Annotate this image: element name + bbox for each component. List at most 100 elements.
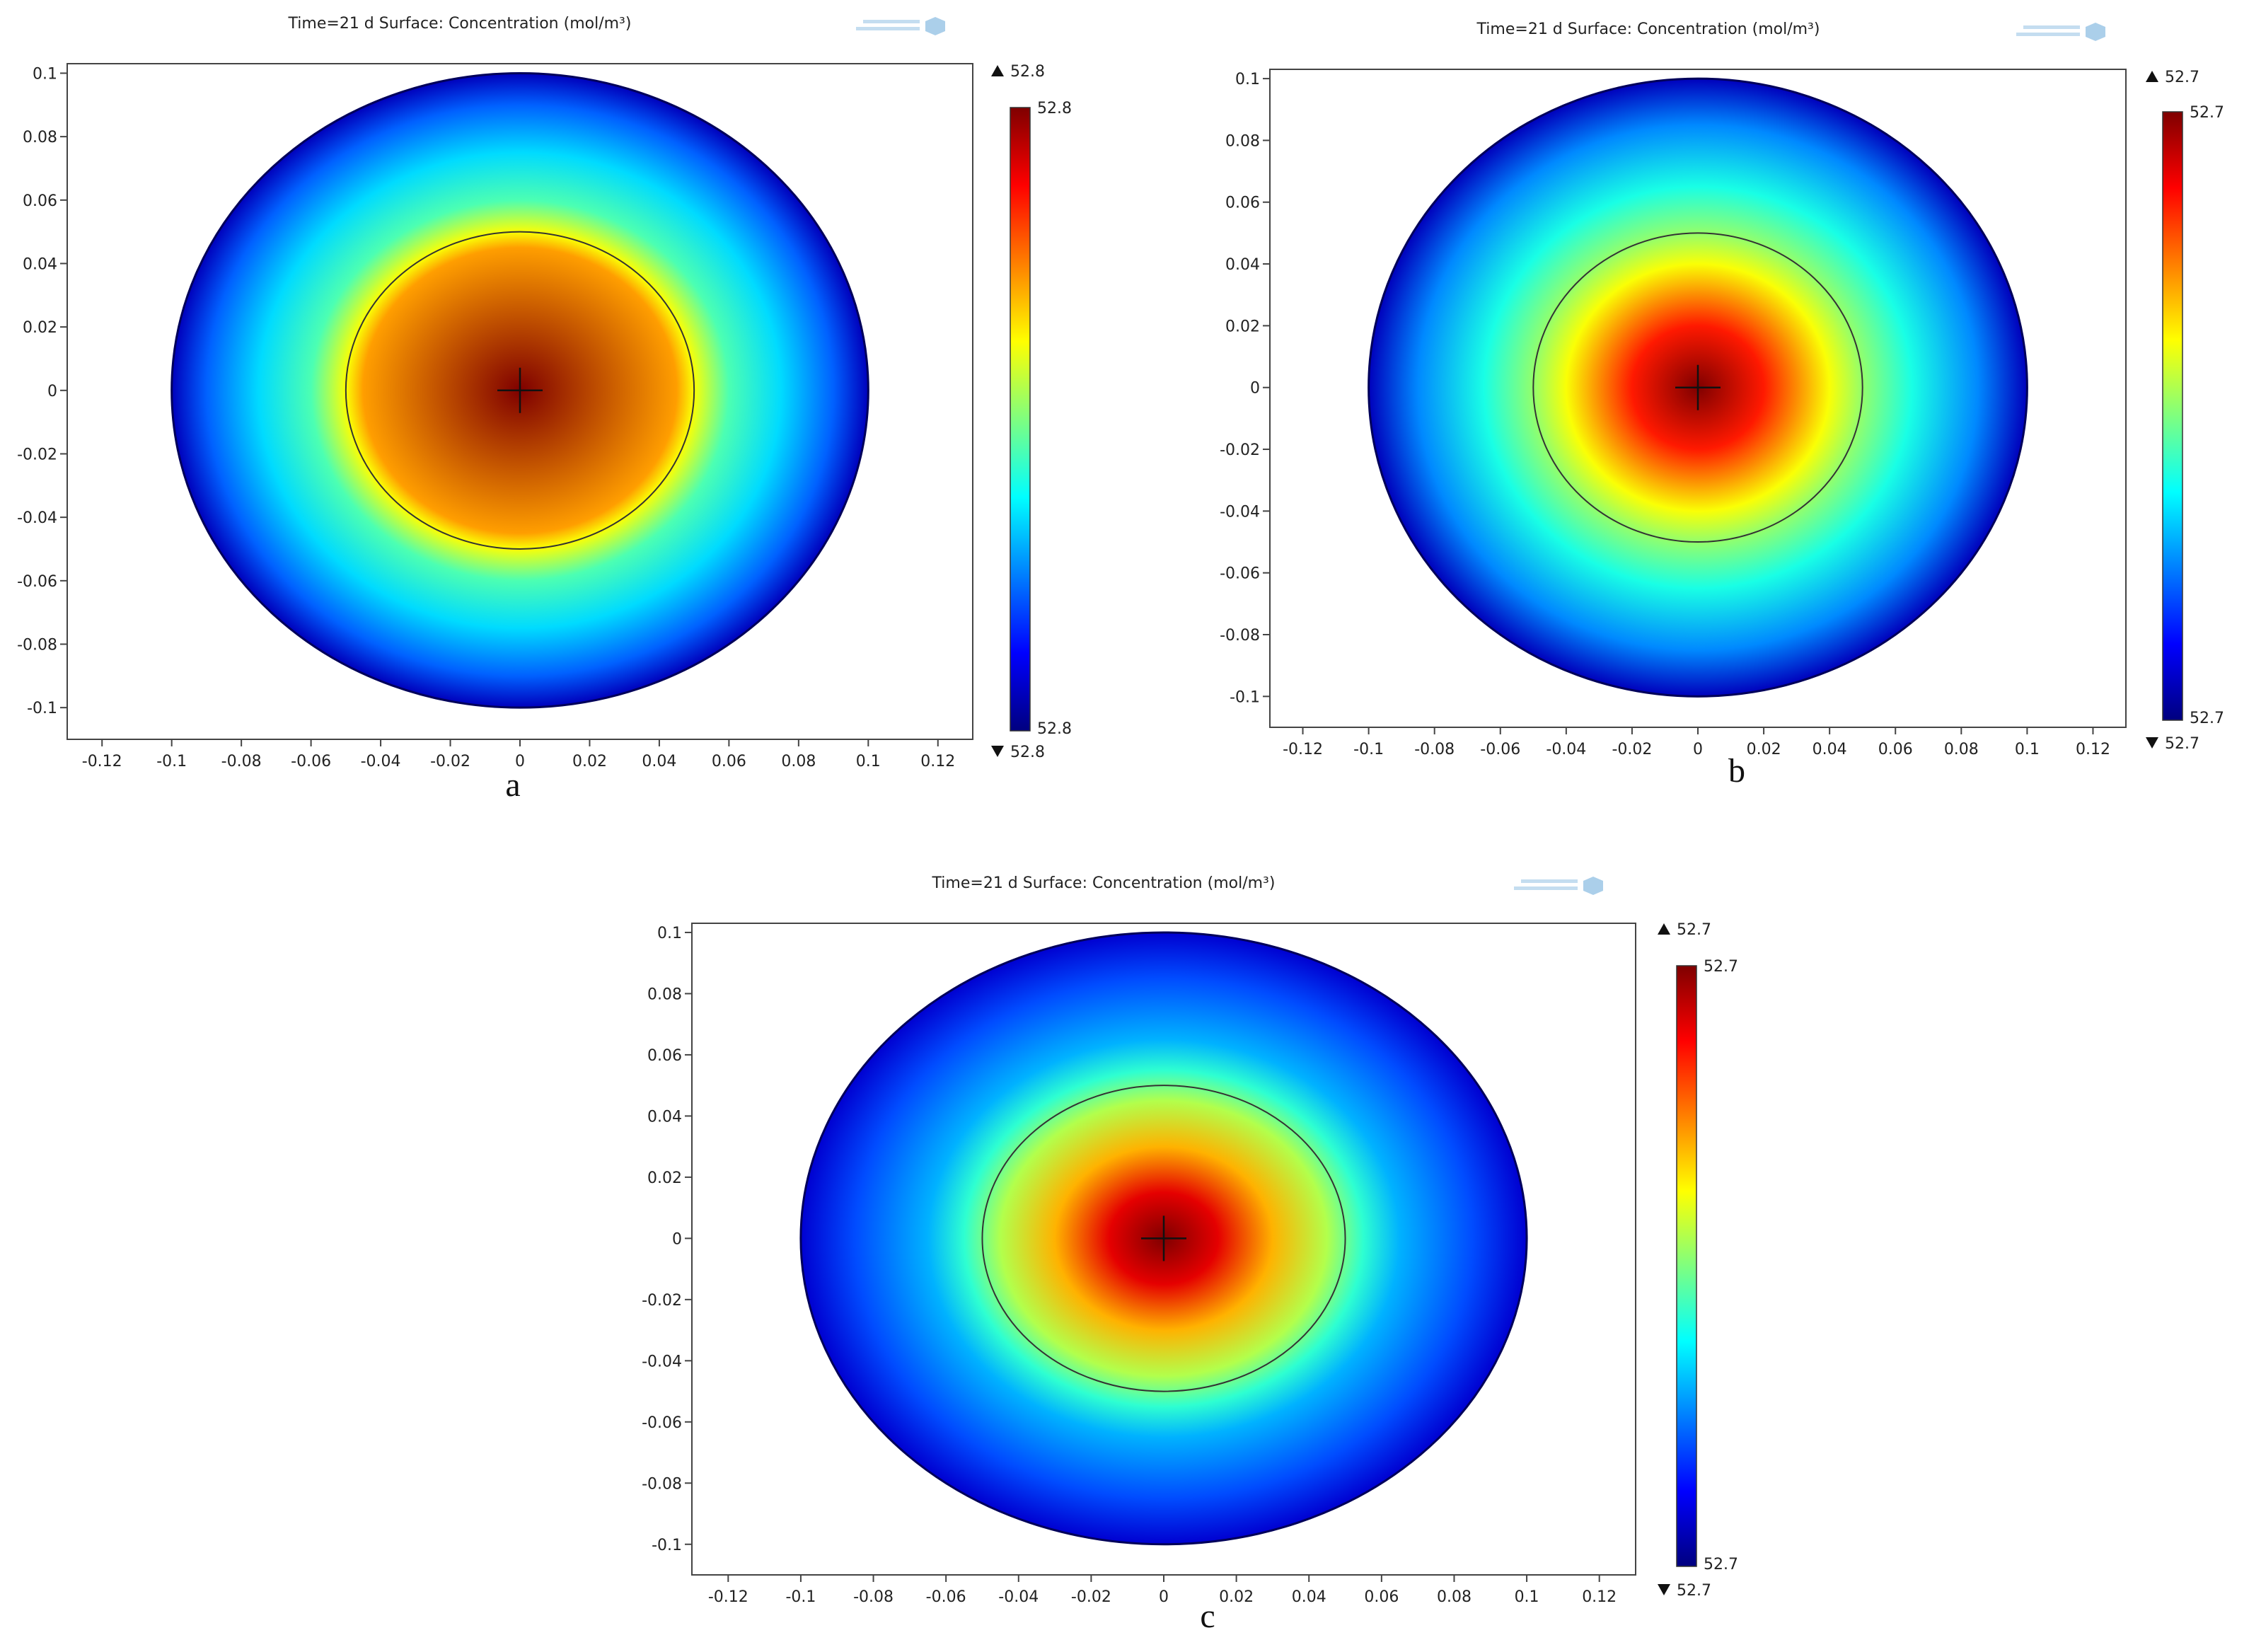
y-tick-label: -0.1 xyxy=(652,1537,682,1554)
comsol-logo-watermark xyxy=(1514,877,1603,895)
inner-domain-boundary xyxy=(345,231,695,550)
x-tick-label: -0.06 xyxy=(291,753,331,770)
min-marker-label: 52.7 xyxy=(1677,1582,1711,1600)
min-marker-label: 52.7 xyxy=(2165,735,2199,753)
x-tick-label: -0.12 xyxy=(708,1588,748,1606)
max-marker-label: 52.7 xyxy=(2165,69,2199,86)
y-tick-label: 0.02 xyxy=(1225,318,1260,335)
y-tick-label: -0.06 xyxy=(1220,565,1260,583)
y-tick-label: -0.02 xyxy=(17,446,57,463)
watermark-line-1 xyxy=(1521,879,1578,883)
x-tick-label: -0.02 xyxy=(430,753,470,770)
x-tick-label: -0.08 xyxy=(853,1588,894,1606)
y-tick-label: -0.06 xyxy=(17,573,57,591)
y-tick-label: 0 xyxy=(47,383,57,400)
x-tick-label: 0.12 xyxy=(2076,741,2110,758)
colorbar xyxy=(1010,107,1031,732)
panel-a: Time=21 d Surface: Concentration (mol/m³… xyxy=(17,15,1072,804)
y-tick-label: 0.04 xyxy=(1225,256,1260,274)
colorbar xyxy=(2162,111,2183,721)
y-tick-label: -0.04 xyxy=(17,509,57,527)
panel-letter-c: c xyxy=(1200,1598,1215,1635)
x-tick-label: 0.04 xyxy=(1292,1588,1326,1606)
x-tick-label: 0.06 xyxy=(712,753,746,770)
y-tick-label: -0.1 xyxy=(1230,688,1260,706)
x-tick-label: 0.12 xyxy=(920,753,955,770)
x-tick-label: -0.06 xyxy=(926,1588,966,1606)
y-tick-label: 0.04 xyxy=(23,255,57,273)
x-tick-label: 0 xyxy=(1693,741,1703,758)
y-tick-label: -0.02 xyxy=(1220,441,1260,459)
y-tick-label: 0.1 xyxy=(657,925,682,942)
x-tick-label: -0.1 xyxy=(785,1588,816,1606)
comsol-logo-watermark xyxy=(2016,23,2105,41)
x-tick-label: -0.1 xyxy=(156,753,187,770)
x-tick-label: 0.06 xyxy=(1878,741,1913,758)
watermark-cube-icon xyxy=(1583,877,1603,895)
x-tick-label: 0 xyxy=(515,753,525,770)
watermark-line-1 xyxy=(2023,25,2080,29)
x-tick-label: 0.02 xyxy=(1219,1588,1254,1606)
y-tick-label: 0.02 xyxy=(23,319,57,337)
x-tick-label: -0.12 xyxy=(82,753,122,770)
min-marker-label: 52.8 xyxy=(1010,744,1045,761)
x-tick-label: 0.02 xyxy=(1747,741,1781,758)
x-tick-label: 0.04 xyxy=(1813,741,1847,758)
inner-domain-boundary xyxy=(981,1085,1346,1392)
y-tick-label: 0.08 xyxy=(1225,132,1260,150)
x-tick-label: -0.04 xyxy=(998,1588,1039,1606)
panel-letter-a: a xyxy=(505,766,520,804)
max-triangle-icon xyxy=(991,65,1004,76)
watermark-cube-icon xyxy=(925,17,945,35)
x-tick-label: -0.12 xyxy=(1283,741,1323,758)
x-tick-label: 0 xyxy=(1159,1588,1169,1606)
y-tick-label: 0.1 xyxy=(1235,71,1260,88)
inner-domain-boundary xyxy=(1532,232,1863,543)
y-tick-label: 0.08 xyxy=(647,986,682,1003)
colorbar-min-label: 52.7 xyxy=(2190,710,2224,727)
watermark-line-2 xyxy=(1514,886,1578,890)
x-tick-label: 0.12 xyxy=(1582,1588,1617,1606)
watermark-line-2 xyxy=(856,27,920,30)
y-tick-label: 0.06 xyxy=(647,1047,682,1065)
y-tick-label: -0.08 xyxy=(642,1475,682,1493)
x-tick-label: 0.08 xyxy=(1437,1588,1472,1606)
plot-title: Time=21 d Surface: Concentration (mol/m³… xyxy=(1476,21,1820,38)
y-tick-label: 0.02 xyxy=(647,1169,682,1187)
x-tick-label: -0.1 xyxy=(1353,741,1384,758)
y-tick-label: 0 xyxy=(672,1230,682,1248)
max-marker-label: 52.7 xyxy=(1677,921,1711,939)
watermark-cube-icon xyxy=(2086,23,2105,41)
y-tick-label: -0.1 xyxy=(27,700,57,717)
x-tick-label: -0.06 xyxy=(1480,741,1520,758)
y-tick-label: -0.08 xyxy=(1220,627,1260,645)
x-tick-label: 0.08 xyxy=(1944,741,1979,758)
y-tick-label: 0.04 xyxy=(647,1108,682,1126)
x-tick-label: 0.1 xyxy=(1515,1588,1539,1606)
y-tick-label: 0.06 xyxy=(1225,195,1260,212)
min-triangle-icon xyxy=(991,746,1004,757)
panel-c: Time=21 d Surface: Concentration (mol/m³… xyxy=(642,874,1738,1635)
watermark-line-2 xyxy=(2016,33,2080,36)
watermark-line-1 xyxy=(863,20,920,23)
x-tick-label: -0.02 xyxy=(1071,1588,1111,1606)
max-triangle-icon xyxy=(2146,71,2158,82)
x-tick-label: -0.08 xyxy=(221,753,262,770)
y-tick-label: 0 xyxy=(1250,380,1260,398)
plot-title: Time=21 d Surface: Concentration (mol/m³… xyxy=(288,15,632,33)
x-tick-label: -0.08 xyxy=(1414,741,1455,758)
x-tick-label: 0.1 xyxy=(2015,741,2040,758)
y-tick-label: -0.04 xyxy=(1220,503,1260,521)
min-triangle-icon xyxy=(2146,737,2158,749)
y-tick-label: -0.06 xyxy=(642,1414,682,1432)
y-tick-label: -0.08 xyxy=(17,636,57,654)
y-tick-label: -0.02 xyxy=(642,1292,682,1310)
x-tick-label: 0.04 xyxy=(642,753,676,770)
x-tick-label: -0.02 xyxy=(1612,741,1652,758)
colorbar-max-label: 52.8 xyxy=(1037,100,1072,117)
x-tick-label: 0.1 xyxy=(856,753,881,770)
y-tick-label: 0.08 xyxy=(23,129,57,146)
max-triangle-icon xyxy=(1658,923,1670,935)
panel-letter-b: b xyxy=(1728,752,1745,790)
